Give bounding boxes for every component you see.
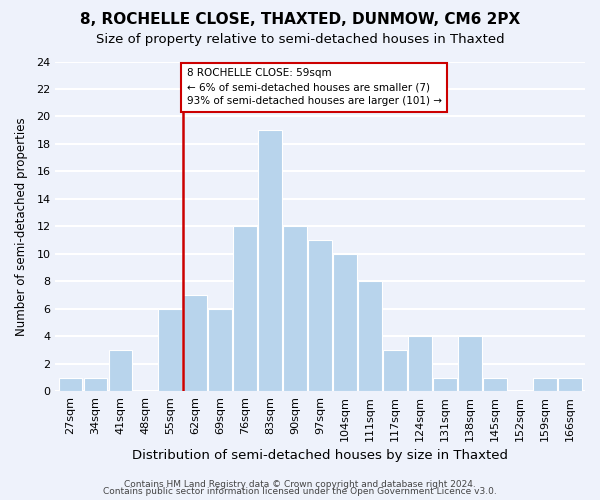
Bar xyxy=(83,378,107,392)
Bar xyxy=(483,378,507,392)
Bar xyxy=(208,309,232,392)
Bar xyxy=(283,226,307,392)
Bar xyxy=(433,378,457,392)
Text: Contains public sector information licensed under the Open Government Licence v3: Contains public sector information licen… xyxy=(103,488,497,496)
Bar xyxy=(458,336,482,392)
Bar xyxy=(408,336,432,392)
Bar xyxy=(358,282,382,392)
Bar xyxy=(533,378,557,392)
Text: Size of property relative to semi-detached houses in Thaxted: Size of property relative to semi-detach… xyxy=(95,32,505,46)
X-axis label: Distribution of semi-detached houses by size in Thaxted: Distribution of semi-detached houses by … xyxy=(132,450,508,462)
Bar xyxy=(334,254,357,392)
Bar xyxy=(259,130,282,392)
Bar xyxy=(109,350,132,392)
Text: Contains HM Land Registry data © Crown copyright and database right 2024.: Contains HM Land Registry data © Crown c… xyxy=(124,480,476,489)
Bar xyxy=(233,226,257,392)
Text: 8 ROCHELLE CLOSE: 59sqm
← 6% of semi-detached houses are smaller (7)
93% of semi: 8 ROCHELLE CLOSE: 59sqm ← 6% of semi-det… xyxy=(187,68,442,106)
Bar xyxy=(558,378,582,392)
Bar xyxy=(308,240,332,392)
Bar xyxy=(59,378,82,392)
Bar xyxy=(184,295,207,392)
Bar xyxy=(383,350,407,392)
Y-axis label: Number of semi-detached properties: Number of semi-detached properties xyxy=(15,117,28,336)
Bar xyxy=(158,309,182,392)
Text: 8, ROCHELLE CLOSE, THAXTED, DUNMOW, CM6 2PX: 8, ROCHELLE CLOSE, THAXTED, DUNMOW, CM6 … xyxy=(80,12,520,28)
